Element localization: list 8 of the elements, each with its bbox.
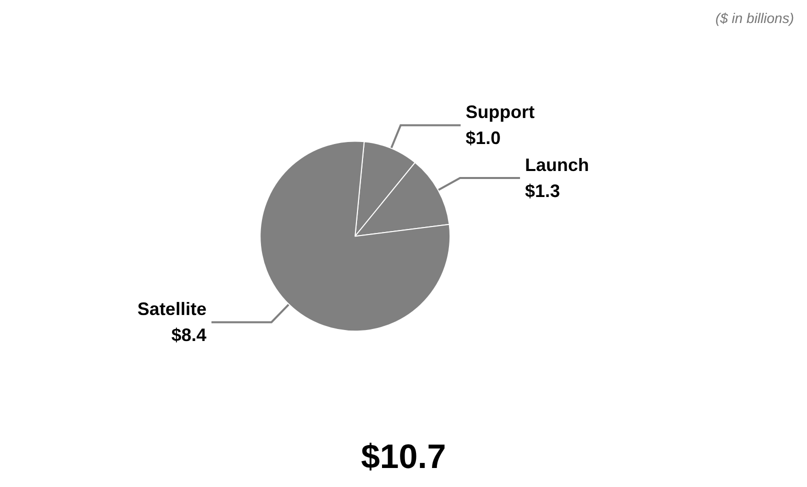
slice-label: Launch [525, 155, 590, 176]
text: ($ in billions) [715, 10, 794, 26]
data-label: $8.4 [171, 325, 206, 346]
slice-label: Satellite [137, 299, 206, 320]
text: $10.7 [360, 438, 446, 476]
data-label: $1.3 [525, 181, 560, 202]
data-label: $1.0 [466, 128, 501, 148]
slice-label: Support [466, 102, 535, 122]
